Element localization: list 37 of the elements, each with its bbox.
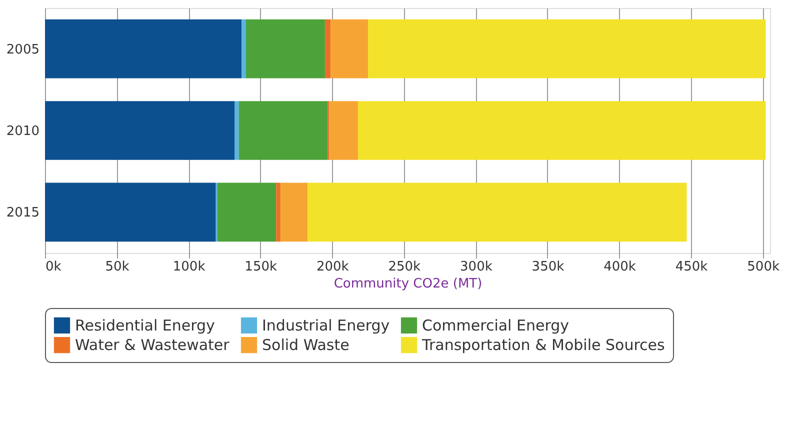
legend-label: Commercial Energy (422, 316, 570, 334)
bar (280, 182, 308, 242)
bar (45, 101, 235, 160)
legend-label: Solid Waste (262, 336, 350, 354)
x-tick-label: 200k (316, 260, 350, 274)
y-tick-label: 2015 (6, 206, 40, 221)
bar (308, 182, 687, 242)
x-tick-label: 50k (105, 260, 130, 274)
x-tick-label: 100k (172, 260, 206, 274)
y-tick-label: 2005 (6, 42, 40, 58)
bar (242, 19, 246, 78)
bar (238, 101, 328, 160)
bar (45, 182, 216, 242)
x-tick-label: 500k (747, 260, 780, 274)
bar (276, 182, 280, 242)
x-tick-label: 300k (460, 260, 493, 274)
bar (358, 101, 766, 160)
bar (234, 101, 239, 160)
y-tick-label: 2010 (6, 124, 40, 139)
x-axis-title: Community CO2e (MT) (334, 276, 482, 292)
x-tick-label: 400k (604, 260, 636, 274)
legend-label: Residential Energy (75, 316, 216, 334)
x-tick-label: 350k (532, 260, 565, 274)
bar (246, 19, 325, 78)
bar (329, 101, 358, 160)
bar (330, 19, 368, 78)
x-tick-label: 450k (675, 260, 708, 274)
bar (324, 19, 331, 78)
bar (217, 182, 276, 242)
legend-label: Industrial Energy (262, 316, 390, 334)
legend-label: Water & Wastewater (75, 336, 230, 354)
x-tick-label: 150k (244, 260, 278, 274)
bar (45, 19, 242, 78)
bar (368, 19, 766, 78)
x-tick-label: 250k (388, 260, 422, 274)
x-tick-label: 0k (46, 260, 62, 274)
legend-label: Transportation & Mobile Sources (421, 336, 666, 354)
